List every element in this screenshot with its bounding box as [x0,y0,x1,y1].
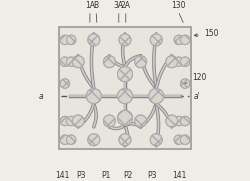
Circle shape [135,115,146,127]
Circle shape [166,56,178,68]
Circle shape [180,57,190,66]
Text: 2A: 2A [121,1,131,10]
Circle shape [60,57,70,66]
Circle shape [166,115,178,127]
Circle shape [118,89,132,104]
Circle shape [66,135,76,144]
Circle shape [180,35,190,45]
Circle shape [180,135,190,144]
Circle shape [174,116,184,126]
Text: 1A: 1A [85,1,95,10]
Text: P3: P3 [76,171,85,180]
Circle shape [60,79,70,88]
Circle shape [150,34,162,46]
Circle shape [60,135,70,144]
Circle shape [174,57,184,66]
Circle shape [104,56,115,68]
Text: 130: 130 [171,1,185,10]
Circle shape [72,56,84,68]
Circle shape [174,35,184,45]
Circle shape [119,34,131,46]
Circle shape [66,116,76,126]
Circle shape [66,57,76,66]
Circle shape [174,57,184,66]
Text: B: B [94,1,99,10]
Text: 141: 141 [172,171,187,180]
Circle shape [86,89,101,104]
Circle shape [104,115,115,127]
Circle shape [66,116,76,126]
Circle shape [66,35,76,45]
Circle shape [66,135,76,144]
Circle shape [150,34,162,46]
Circle shape [180,135,190,144]
Text: 3A: 3A [114,1,124,10]
Circle shape [88,134,100,146]
Circle shape [150,134,162,146]
Text: 120: 120 [185,73,206,84]
Circle shape [60,135,70,144]
Circle shape [60,35,70,45]
Circle shape [174,116,184,126]
Circle shape [60,79,70,88]
Circle shape [119,134,131,146]
Circle shape [66,35,76,45]
Circle shape [135,56,146,68]
Circle shape [72,56,84,68]
Circle shape [66,57,76,66]
Circle shape [60,57,70,66]
Circle shape [118,67,132,82]
Circle shape [166,115,178,127]
Circle shape [86,89,101,104]
Circle shape [72,115,84,127]
Circle shape [149,89,164,104]
Circle shape [118,89,132,104]
Circle shape [118,110,132,125]
Circle shape [174,135,184,144]
Circle shape [180,57,190,66]
Text: P3: P3 [148,171,157,180]
Circle shape [72,115,84,127]
Circle shape [118,67,132,82]
Text: 150: 150 [194,29,218,38]
Text: a': a' [194,92,201,100]
Circle shape [118,110,132,125]
Text: 141: 141 [56,171,70,180]
Circle shape [166,56,178,68]
Circle shape [60,116,70,126]
Circle shape [119,34,131,46]
Circle shape [135,115,146,127]
Text: P2: P2 [124,171,133,180]
Circle shape [119,134,131,146]
Circle shape [88,34,100,46]
Circle shape [180,79,190,88]
Text: P1: P1 [102,171,111,180]
Circle shape [180,116,190,126]
Circle shape [149,89,164,104]
Circle shape [104,115,115,127]
Circle shape [174,35,184,45]
Circle shape [60,116,70,126]
Circle shape [174,135,184,144]
Circle shape [104,56,115,68]
Circle shape [135,56,146,68]
Circle shape [150,134,162,146]
Circle shape [180,35,190,45]
FancyBboxPatch shape [60,27,190,149]
Circle shape [88,134,100,146]
Circle shape [180,116,190,126]
Circle shape [88,34,100,46]
Circle shape [180,79,190,88]
Circle shape [60,35,70,45]
Text: a: a [38,92,43,100]
